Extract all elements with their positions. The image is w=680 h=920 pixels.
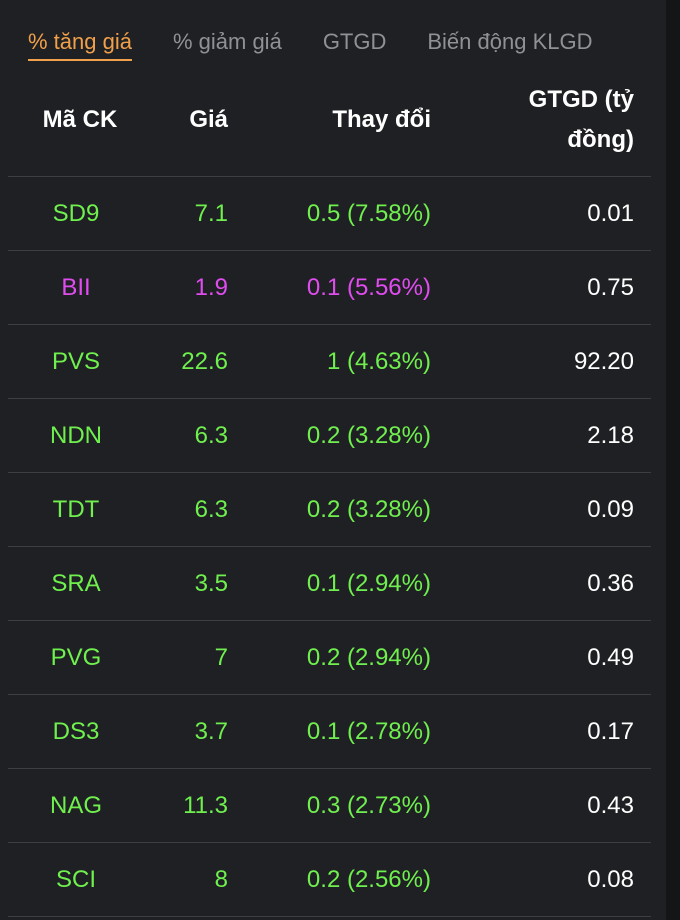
trading-value-cell: 0.09 — [587, 496, 634, 523]
change-cell: 0.1 (5.56%) — [306, 274, 431, 301]
trading-value-cell: 0.17 — [587, 718, 634, 745]
tab-bar: % tăng giá % giảm giá GTGD Biến động KLG… — [28, 26, 633, 66]
change-cell: 0.1 (2.94%) — [306, 570, 431, 597]
trading-value-cell: 0.01 — [587, 200, 634, 227]
price-cell: 3.5 — [194, 570, 228, 597]
price-cell: 6.3 — [194, 422, 228, 449]
stock-code[interactable]: PVS — [51, 348, 101, 375]
stock-code[interactable]: NAG — [49, 792, 102, 819]
price-cell: 7.1 — [194, 200, 228, 227]
price-cell: 3.7 — [194, 718, 228, 745]
price-cell: 22.6 — [181, 348, 228, 375]
change-cell: 0.2 (3.28%) — [306, 496, 431, 523]
scrollbar-track[interactable] — [666, 0, 680, 920]
tab-trading-value[interactable]: GTGD — [322, 29, 387, 54]
change-cell: 0.5 (7.58%) — [306, 200, 431, 227]
trading-value-cell: 0.36 — [587, 570, 634, 597]
table-header: Mã CK Giá Thay đổi GTGD (tỷ đồng) — [8, 80, 651, 177]
trading-value-cell: 0.08 — [587, 866, 634, 893]
column-header-value-line1: GTGD (tỷ — [528, 86, 634, 113]
table-row[interactable]: DS3 3.7 0.1 (2.78%) 0.17 — [8, 695, 651, 769]
table-row[interactable]: NDN 6.3 0.2 (3.28%) 2.18 — [8, 399, 651, 473]
change-cell: 0.3 (2.73%) — [306, 792, 431, 819]
table-row[interactable]: SD9 7.1 0.5 (7.58%) 0.01 — [8, 177, 651, 251]
column-header-change[interactable]: Thay đổi — [332, 106, 431, 133]
trading-value-cell: 0.43 — [587, 792, 634, 819]
table-row[interactable]: SCI 8 0.2 (2.56%) 0.08 — [8, 843, 651, 917]
trading-value-cell: 0.49 — [587, 644, 634, 671]
column-header-value[interactable]: GTGD (tỷ đồng) — [438, 80, 634, 160]
column-header-value-line2: đồng) — [567, 126, 634, 153]
table-row[interactable]: TDT 6.3 0.2 (3.28%) 0.09 — [8, 473, 651, 547]
stock-code[interactable]: TDT — [52, 496, 100, 523]
stock-code[interactable]: SCI — [55, 866, 96, 893]
stock-code[interactable]: BII — [61, 274, 91, 301]
stock-code[interactable]: NDN — [50, 422, 102, 449]
table-row[interactable]: PVG 7 0.2 (2.94%) 0.49 — [8, 621, 651, 695]
stock-code[interactable]: SRA — [51, 570, 101, 597]
table-row[interactable]: NAG 11.3 0.3 (2.73%) 0.43 — [8, 769, 651, 843]
price-cell: 7 — [214, 644, 228, 671]
change-cell: 1 (4.63%) — [326, 348, 431, 375]
stock-code[interactable]: SD9 — [52, 200, 100, 227]
price-cell: 11.3 — [183, 792, 228, 819]
table-row[interactable]: PVS 22.6 1 (4.63%) 92.20 — [8, 325, 651, 399]
column-header-code[interactable]: Mã CK — [42, 106, 118, 133]
change-cell: 0.2 (2.56%) — [306, 866, 431, 893]
table-body: SD9 7.1 0.5 (7.58%) 0.01 BII 1.9 0.1 (5.56%) 0.… — [8, 177, 651, 917]
stock-code[interactable]: PVG — [50, 644, 102, 671]
price-cell: 1.9 — [194, 274, 228, 301]
stock-code[interactable]: DS3 — [52, 718, 100, 745]
column-header-price[interactable]: Giá — [189, 106, 228, 133]
change-cell: 0.2 (3.28%) — [306, 422, 431, 449]
change-cell: 0.1 (2.78%) — [306, 718, 431, 745]
change-cell: 0.2 (2.94%) — [306, 644, 431, 671]
table-row[interactable]: BII 1.9 0.1 (5.56%) 0.75 — [8, 251, 651, 325]
trading-value-cell: 92.20 — [573, 348, 634, 375]
price-cell: 8 — [214, 866, 228, 893]
tab-volume-change[interactable]: Biến động KLGD — [427, 29, 593, 54]
table-row[interactable]: SRA 3.5 0.1 (2.94%) 0.36 — [8, 547, 651, 621]
tab-percent-increase[interactable]: % tăng giá — [28, 26, 132, 61]
trading-value-cell: 0.75 — [587, 274, 634, 301]
tab-percent-decrease[interactable]: % giảm giá — [172, 29, 282, 54]
trading-value-cell: 2.18 — [587, 422, 634, 449]
price-cell: 6.3 — [194, 496, 228, 523]
